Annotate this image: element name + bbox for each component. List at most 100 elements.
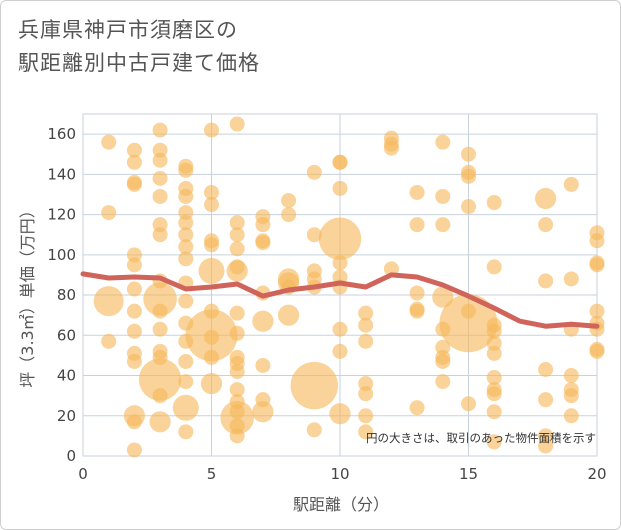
x-tick-label: 5 (207, 465, 217, 483)
y-tick-label: 40 (57, 367, 76, 385)
data-point (409, 400, 425, 416)
data-point (178, 162, 194, 178)
data-point (126, 154, 142, 170)
data-point (332, 321, 348, 337)
data-point (178, 251, 194, 267)
y-tick-label: 160 (47, 125, 76, 143)
data-point (101, 205, 117, 221)
data-point (332, 255, 348, 271)
data-point (277, 304, 300, 326)
data-point (229, 227, 245, 243)
data-point (486, 323, 502, 339)
data-point (152, 170, 168, 186)
data-point (290, 361, 339, 410)
data-point (93, 286, 124, 317)
data-point (281, 207, 297, 223)
data-point (204, 349, 219, 365)
data-point (204, 197, 219, 213)
data-point (281, 193, 297, 209)
x-tick-label: 20 (587, 465, 606, 483)
data-point (126, 323, 142, 339)
data-point (332, 154, 348, 170)
data-point (538, 217, 554, 233)
data-point (538, 438, 554, 454)
data-point (126, 176, 142, 192)
data-point (198, 257, 225, 284)
data-point (461, 168, 476, 184)
data-point (358, 333, 374, 349)
data-point (229, 241, 245, 257)
data-point (435, 188, 451, 204)
data-point (101, 134, 117, 150)
data-point (383, 261, 399, 277)
data-point (126, 442, 142, 458)
data-point (152, 303, 168, 319)
data-point (358, 408, 374, 424)
data-point (204, 303, 219, 319)
data-point (435, 353, 451, 369)
data-point (435, 134, 451, 150)
data-point (563, 271, 579, 287)
data-point (229, 215, 245, 231)
data-point (439, 294, 498, 353)
data-point (435, 374, 451, 390)
data-point (383, 140, 399, 156)
data-point (178, 333, 194, 349)
data-point (461, 303, 476, 319)
data-point (318, 217, 362, 260)
data-point (178, 215, 194, 231)
data-point (204, 122, 219, 138)
data-point (563, 408, 579, 424)
x-axis-label: 駅距離（分） (293, 495, 389, 514)
data-point (332, 180, 348, 196)
data-point (409, 303, 425, 319)
x-tick-label: 0 (78, 465, 88, 483)
data-point (563, 368, 579, 384)
data-point (178, 315, 194, 331)
data-point (306, 422, 322, 438)
data-point (358, 317, 374, 333)
trend-line (80, 271, 600, 329)
data-point (152, 122, 168, 138)
data-point (143, 282, 177, 316)
data-point (589, 257, 605, 273)
data-point (126, 353, 142, 369)
data-point (152, 227, 168, 243)
data-point (138, 358, 182, 401)
data-point (306, 227, 322, 243)
data-point (178, 353, 194, 369)
data-point (126, 303, 142, 319)
data-point (432, 286, 454, 308)
data-point (126, 257, 142, 273)
data-point (229, 364, 245, 380)
y-tick-label: 140 (47, 165, 76, 183)
data-point (255, 392, 271, 408)
data-point (486, 386, 502, 402)
data-point (589, 343, 605, 359)
data-point (152, 188, 168, 204)
data-point (126, 142, 142, 158)
data-point (461, 396, 476, 412)
data-point (152, 321, 168, 337)
y-tick-label: 120 (47, 206, 76, 224)
x-tick-label: 15 (459, 465, 478, 483)
data-point (126, 281, 142, 297)
data-point (229, 116, 245, 132)
data-point (538, 361, 554, 377)
tick-labels: 0 5 10 15 20 0 20 40 60 80 100 120 140 160 (47, 125, 606, 483)
data-point (178, 293, 194, 309)
bubble-layer (93, 116, 605, 458)
data-point (229, 325, 245, 341)
data-point (178, 374, 194, 390)
data-point (252, 401, 274, 423)
data-point (204, 329, 219, 345)
data-point (534, 187, 557, 210)
data-point (589, 303, 605, 319)
data-point (152, 152, 168, 168)
data-point (152, 388, 168, 404)
data-point (255, 357, 271, 373)
data-point (486, 195, 502, 211)
data-point (358, 305, 374, 321)
data-point (332, 343, 348, 359)
